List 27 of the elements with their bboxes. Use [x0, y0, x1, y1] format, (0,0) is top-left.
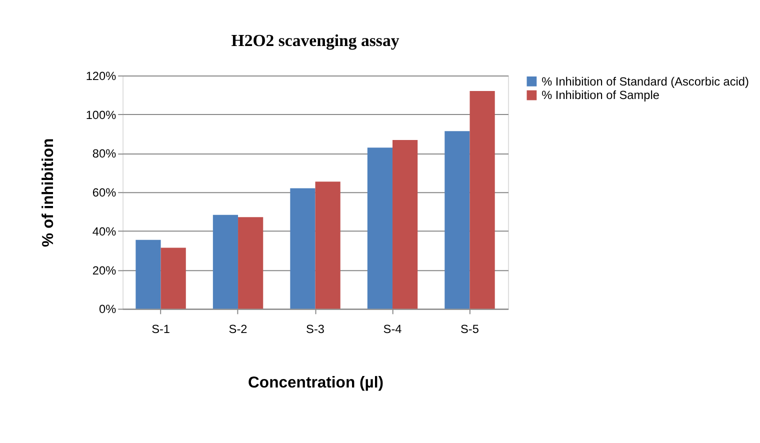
legend-label: % Inhibition of Standard (Ascorbic acid): [542, 74, 750, 88]
bar: [367, 148, 393, 309]
y-tick-label: 0%: [99, 302, 117, 316]
y-tick-label: 120%: [86, 68, 117, 83]
y-tick-label: 80%: [92, 146, 117, 161]
bar: [212, 214, 238, 309]
bar: [160, 248, 186, 309]
bar: [136, 240, 161, 309]
bar: [290, 188, 316, 309]
bar: [444, 131, 470, 309]
x-tick-label: S-3: [306, 322, 325, 336]
chart-title: H2O2 scavenging assay: [231, 30, 400, 50]
bar: [238, 217, 264, 309]
bar: [470, 91, 495, 309]
y-tick-label: 100%: [86, 108, 117, 122]
x-tick-label: S-2: [228, 322, 248, 336]
bar: [392, 140, 418, 309]
bar: [315, 182, 340, 309]
y-tick-label: 60%: [92, 186, 117, 200]
y-axis-title: % of inhibition: [40, 138, 58, 247]
x-tick-label: S-4: [383, 322, 402, 336]
x-tick-label: S-1: [152, 322, 170, 336]
legend-label: % Inhibition of Sample: [542, 88, 660, 102]
y-tick-label: 40%: [92, 224, 117, 238]
x-tick-label: S-5: [460, 322, 480, 336]
y-tick-label: 20%: [92, 263, 117, 278]
x-axis-title: Concentration (µl): [248, 374, 384, 392]
